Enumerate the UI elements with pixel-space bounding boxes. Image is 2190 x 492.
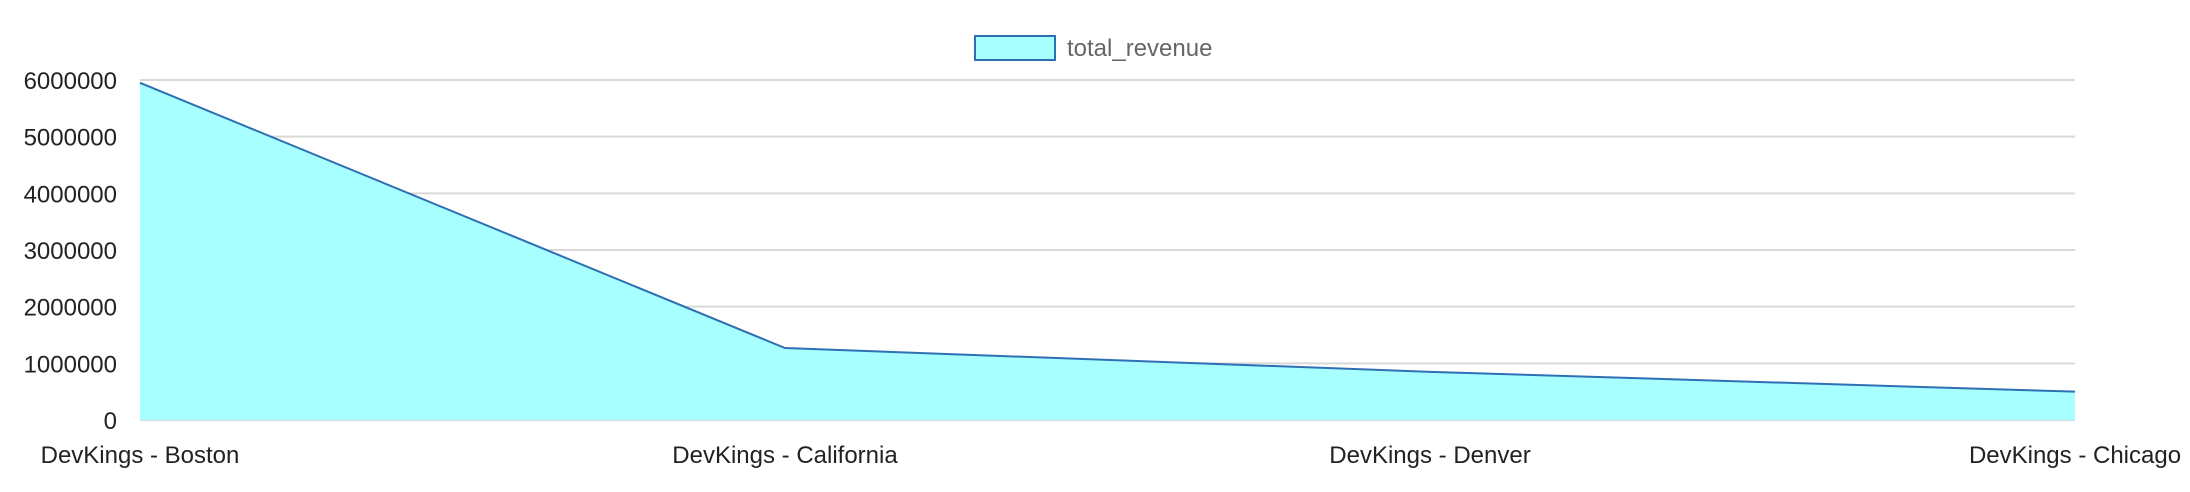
legend-label-total-revenue[interactable]: total_revenue bbox=[1067, 35, 1212, 62]
x-tick-label: DevKings - Denver bbox=[1329, 442, 1530, 469]
y-axis: 0 1000000 2000000 3000000 4000000 5000000 6000… bbox=[24, 68, 117, 435]
data-point[interactable] bbox=[136, 79, 144, 87]
x-tick-label: DevKings - California bbox=[672, 442, 898, 469]
y-tick-label: 4000000 bbox=[24, 181, 117, 208]
y-tick-label: 5000000 bbox=[24, 125, 117, 152]
x-tick-label: DevKings - Boston bbox=[41, 442, 240, 469]
data-point[interactable] bbox=[1426, 368, 1434, 376]
data-point[interactable] bbox=[781, 344, 789, 352]
y-tick-label: 0 bbox=[104, 408, 117, 435]
y-tick-label: 6000000 bbox=[24, 68, 117, 95]
area-layer bbox=[136, 79, 2079, 420]
area-total-revenue bbox=[140, 82, 2075, 420]
legend[interactable]: total_revenue bbox=[974, 35, 1212, 62]
x-axis: DevKings - Boston DevKings - California De… bbox=[41, 442, 2181, 469]
y-tick-label: 3000000 bbox=[24, 238, 117, 265]
x-tick-label: DevKings - Chicago bbox=[1969, 442, 2181, 469]
y-tick-label: 2000000 bbox=[24, 295, 117, 322]
line-total-revenue bbox=[139, 81, 2076, 393]
legend-swatch-total-revenue[interactable] bbox=[974, 35, 1056, 61]
y-tick-label: 1000000 bbox=[24, 351, 117, 378]
data-point[interactable] bbox=[2071, 388, 2079, 396]
